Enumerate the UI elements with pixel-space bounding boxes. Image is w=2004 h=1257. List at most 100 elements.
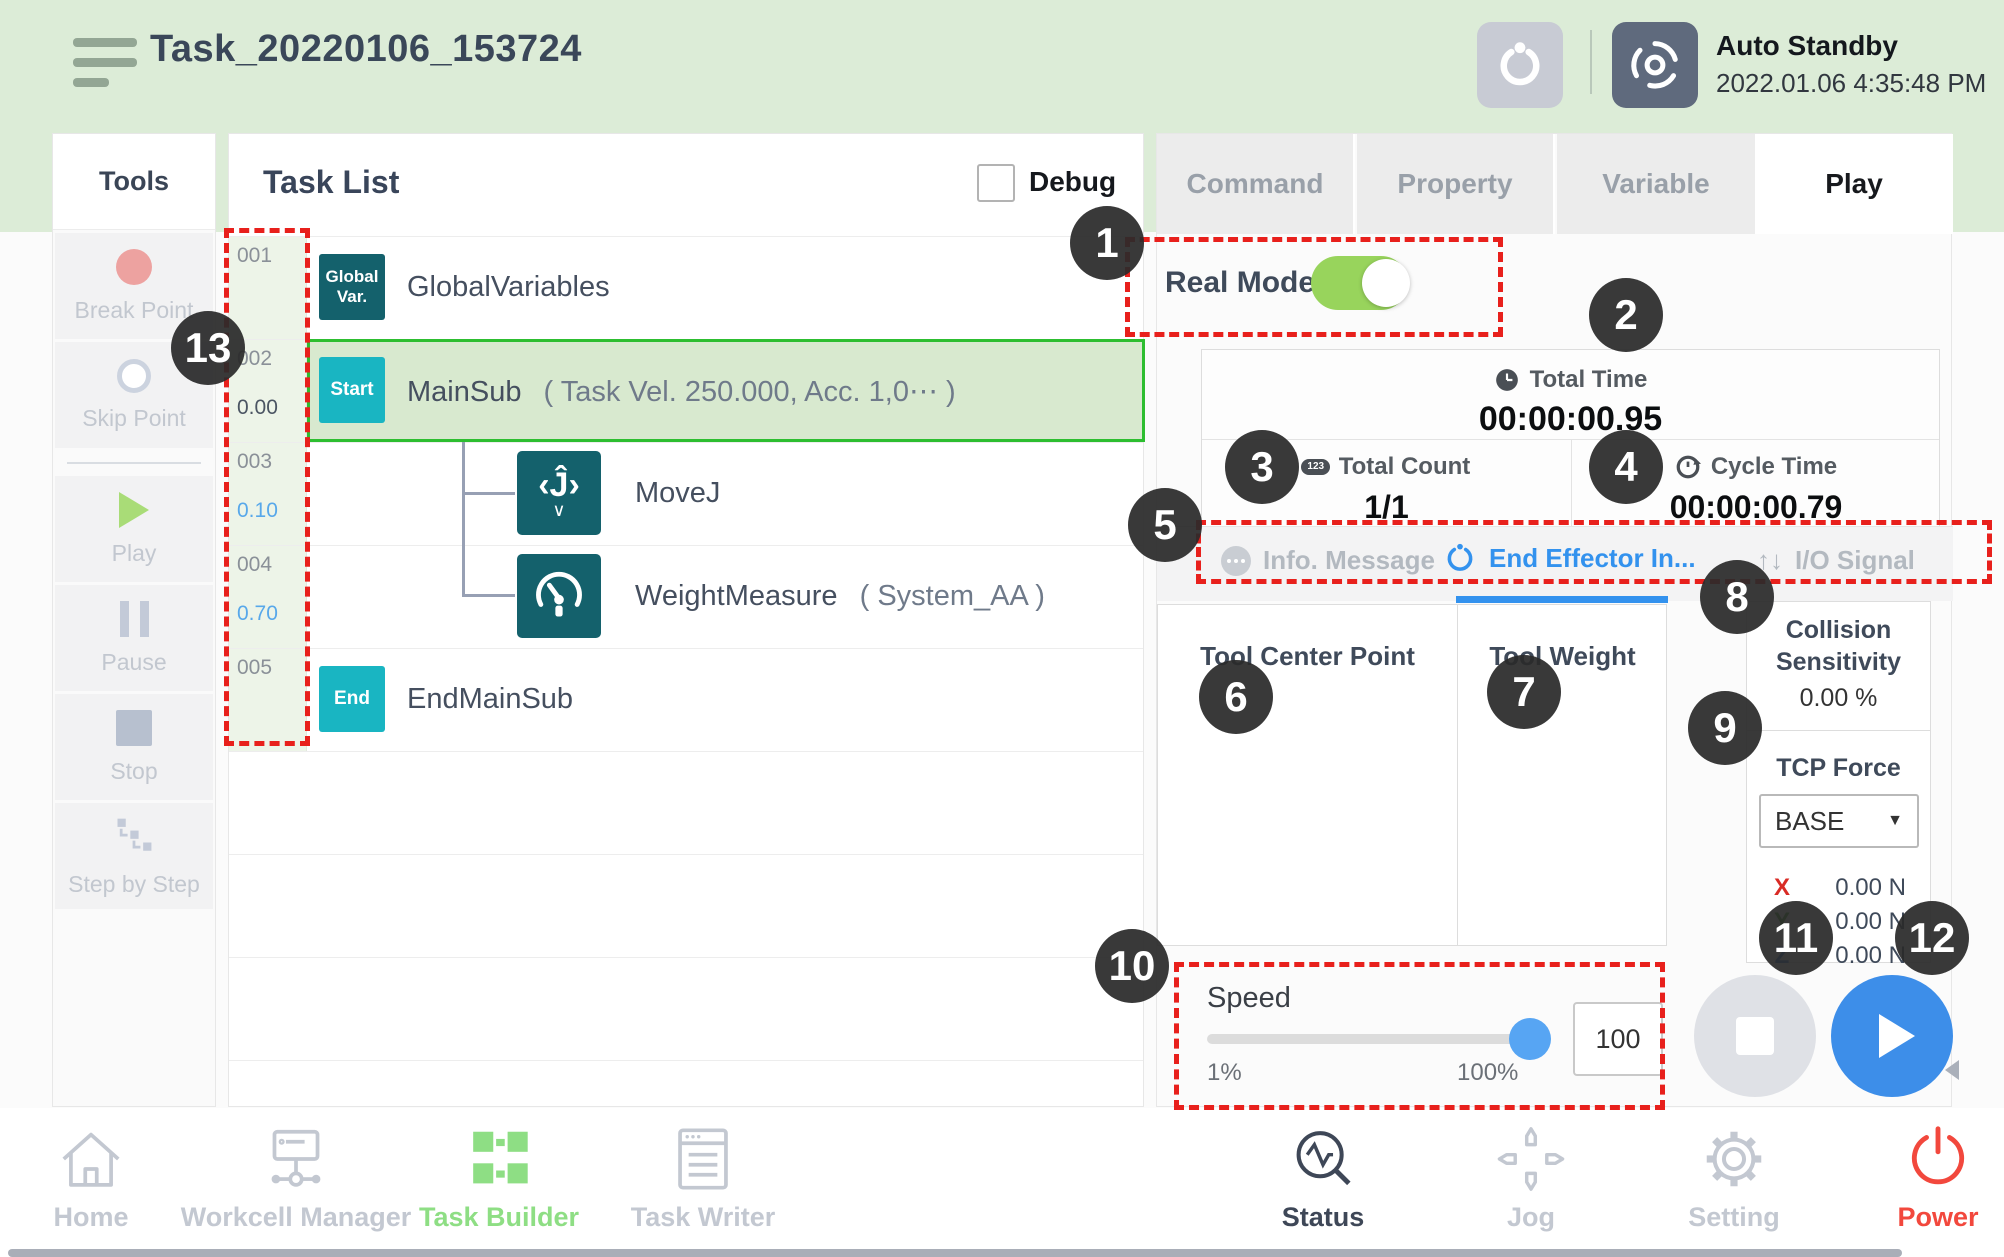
stop-tool-button[interactable]: Stop <box>55 694 213 800</box>
nav-workcell-manager[interactable]: Workcell Manager <box>181 1126 411 1233</box>
movej-glyph: ‹Ĵ› <box>538 466 580 504</box>
subtab-label: End Effector In... <box>1489 542 1696 573</box>
robot-state-button[interactable] <box>1612 22 1698 108</box>
task-builder-icon <box>473 1131 528 1184</box>
annotation-2: 2 <box>1589 278 1663 352</box>
tcp-force-x-row: X 0.00 N <box>1747 874 1930 902</box>
cycle-time-label: Cycle Time <box>1710 453 1838 480</box>
tool-label: Stop <box>110 757 158 784</box>
nav-label: Status <box>1281 1202 1365 1232</box>
tab-variable[interactable]: Variable <box>1557 134 1755 234</box>
workcell-manager-icon <box>271 1129 321 1187</box>
program-stop-button[interactable] <box>1694 975 1816 1097</box>
speed-max-label: 100% <box>1457 1059 1519 1086</box>
nav-setting[interactable]: Setting <box>1624 1126 1844 1233</box>
play-tool-button[interactable]: Play <box>55 476 213 582</box>
nav-status[interactable]: Status <box>1213 1126 1433 1233</box>
task-row-endmainsub[interactable]: EndMainSub <box>407 683 574 715</box>
task-label: MainSub <box>407 376 522 408</box>
cycle-time-cell: Cycle Time 00:00:00.79 <box>1572 439 1940 553</box>
nav-task-builder[interactable]: Task Builder <box>389 1126 609 1233</box>
tab-command[interactable]: Command <box>1157 134 1355 234</box>
line-number-gutter <box>229 236 307 751</box>
axis-y-value: 0.00 N <box>1835 908 1906 935</box>
axis-z-value: 0.00 N <box>1835 942 1906 969</box>
end-effector-info-box: Tool Center Point Tool Weight <box>1157 604 1667 946</box>
panel-collapse-arrow-icon[interactable] <box>1945 1060 1959 1080</box>
tcp-frame-select[interactable]: BASE ▼ <box>1759 794 1919 848</box>
movej-down-glyph: ∨ <box>552 500 566 520</box>
cycle-time-value: 00:00:00.79 <box>1669 489 1843 525</box>
play-icon <box>1879 1014 1915 1058</box>
end-effector-toolbar-button[interactable] <box>1477 22 1563 108</box>
nav-power[interactable]: Power <box>1828 1126 2004 1233</box>
real-mode-toggle[interactable] <box>1311 256 1410 310</box>
toggle-knob <box>1362 259 1410 307</box>
line-number: 004 <box>237 553 273 576</box>
stop-icon <box>1736 1017 1774 1055</box>
skip-point-button[interactable]: Skip Point <box>55 342 213 448</box>
speed-slider-knob[interactable] <box>1509 1018 1551 1060</box>
task-row-mainsub-selected[interactable] <box>307 339 1145 442</box>
setting-gear-icon <box>1706 1131 1762 1187</box>
program-play-button[interactable] <box>1831 975 1953 1097</box>
tab-play[interactable]: Play <box>1755 134 1953 234</box>
line-time: 0.70 <box>237 602 278 625</box>
step-by-step-button[interactable]: Step by Step <box>55 803 213 909</box>
skip-point-icon <box>117 358 151 393</box>
axis-x-value: 0.00 N <box>1835 874 1906 901</box>
tab-property[interactable]: Property <box>1357 134 1555 234</box>
task-detail: ( Task Vel. 250.000, Acc. 1,0⋯ ) <box>543 376 956 408</box>
task-row-global-variables[interactable]: GlobalVariables <box>407 271 610 303</box>
bottom-scrollbar[interactable] <box>8 1249 1902 1257</box>
nav-jog[interactable]: Jog <box>1421 1126 1641 1233</box>
tools-panel: Tools Break Point Skip Point Play Pause … <box>52 133 216 1107</box>
total-count-label: Total Count <box>1338 453 1471 480</box>
real-mode-label: Real Mode <box>1165 266 1316 299</box>
debug-checkbox[interactable] <box>977 164 1015 202</box>
subtab-io-signal[interactable]: ↑↓ I/O Signal <box>1757 545 1915 576</box>
subtab-label: Info. Message <box>1263 545 1435 575</box>
task-row-movej[interactable]: MoveJ <box>635 477 721 509</box>
badge-text: End <box>334 688 370 709</box>
subtab-info-message[interactable]: Info. Message <box>1221 545 1435 576</box>
speed-value-input[interactable]: 100 <box>1573 1002 1663 1076</box>
power-icon <box>1911 1126 1965 1185</box>
badge-text: Global <box>325 267 379 286</box>
annotation-10: 10 <box>1095 929 1169 1003</box>
task-row-weight-measure[interactable]: WeightMeasure ( System_AA ) <box>635 580 1045 613</box>
stop-icon <box>116 709 152 746</box>
hamburger-menu-button[interactable] <box>73 38 137 90</box>
pause-icon <box>119 600 149 637</box>
tool-label: Skip Point <box>82 404 186 431</box>
subtab-strip: Info. Message End Effector In... ↑↓ I/O … <box>1157 526 1953 601</box>
badge-text: Var. <box>336 287 368 306</box>
message-bubble-icon <box>1221 545 1251 576</box>
total-time-header: Total Time <box>1202 366 1939 394</box>
annotation-11: 11 <box>1759 901 1833 975</box>
nav-label: Power <box>1897 1202 1979 1232</box>
nav-task-writer[interactable]: Task Writer <box>593 1126 813 1233</box>
line-number: 005 <box>237 656 273 679</box>
tools-divider <box>67 462 201 464</box>
jog-dpad-icon <box>1497 1127 1565 1191</box>
collision-cell: Collision Sensitivity 0.00 % <box>1747 602 1930 713</box>
weight-measure-icon <box>517 554 601 638</box>
play-icon <box>119 491 149 528</box>
tree-connector <box>462 594 515 597</box>
line-time: 0.10 <box>237 499 278 522</box>
movej-icon: ‹Ĵ› ∨ <box>517 451 601 535</box>
tree-connector <box>462 492 515 495</box>
page-title: Task_20220106_153724 <box>150 28 582 70</box>
subtab-end-effector[interactable]: End Effector In... <box>1443 541 1696 575</box>
tool-weight-header: Tool Weight <box>1489 641 1636 671</box>
status-icon <box>1296 1131 1351 1186</box>
nav-home[interactable]: Home <box>0 1126 201 1233</box>
collision-sensitivity-value: 0.00 % <box>1799 684 1878 712</box>
speed-slider-track[interactable] <box>1207 1034 1547 1044</box>
tool-label: Break Point <box>74 296 194 323</box>
stats-box: Total Time 00:00:00.95 123 Total Count 1… <box>1201 349 1940 553</box>
pause-tool-button[interactable]: Pause <box>55 585 213 691</box>
gripper-icon <box>1500 42 1540 86</box>
